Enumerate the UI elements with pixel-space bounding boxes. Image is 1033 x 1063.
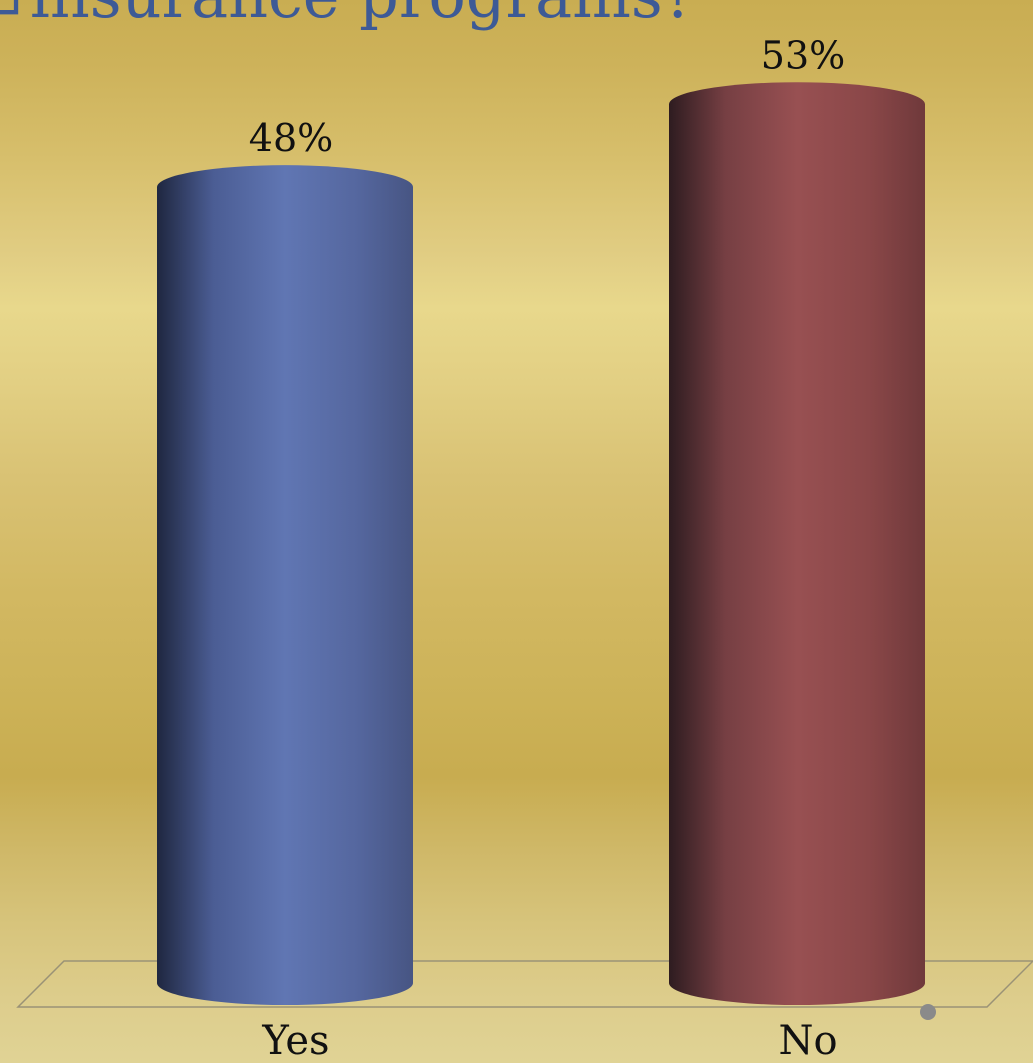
- value-label-yes: 48%: [249, 116, 333, 160]
- category-label-no: No: [778, 1018, 837, 1063]
- title-bullet: ❑: [0, 0, 21, 36]
- dot-marker: [920, 1004, 936, 1020]
- bar-no: [669, 104, 925, 1005]
- bar-top-yes: [157, 165, 413, 210]
- value-label-no: 53%: [761, 33, 845, 77]
- bar-yes: [157, 187, 413, 1005]
- category-label-yes: Yes: [261, 1018, 329, 1063]
- bar-top-no: [669, 82, 925, 127]
- slide-title: insurance programs?: [0, 0, 760, 36]
- chart-floor: [16, 960, 1033, 1008]
